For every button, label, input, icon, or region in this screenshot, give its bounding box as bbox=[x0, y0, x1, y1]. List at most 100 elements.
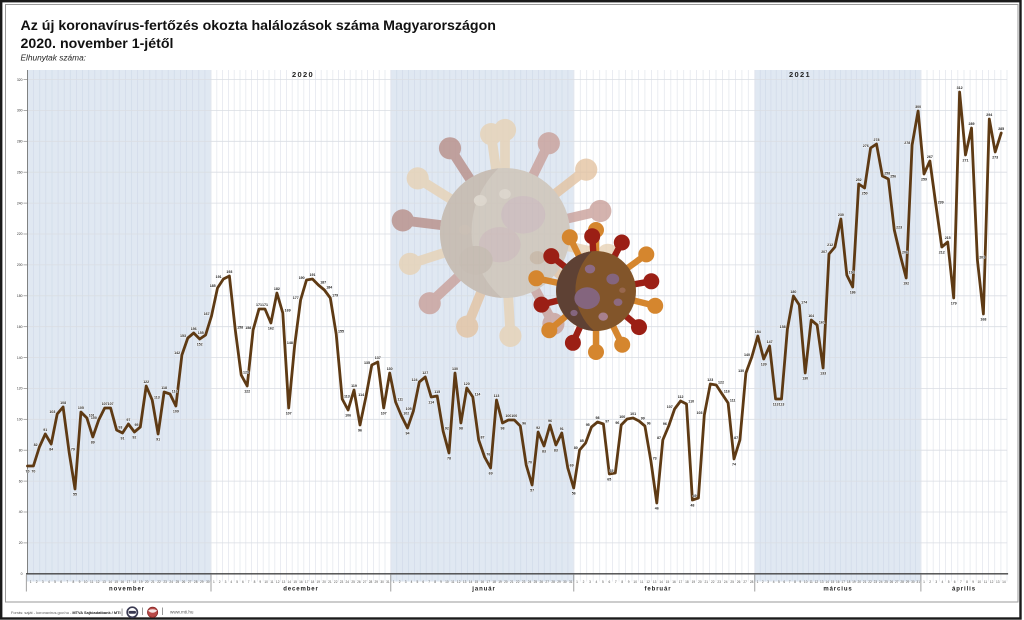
svg-text:5: 5 bbox=[602, 580, 604, 584]
svg-text:10: 10 bbox=[633, 580, 637, 584]
svg-text:120: 120 bbox=[464, 382, 470, 386]
svg-text:87: 87 bbox=[481, 436, 485, 440]
svg-text:11: 11 bbox=[984, 580, 988, 584]
svg-text:123: 123 bbox=[707, 378, 713, 382]
svg-text:5: 5 bbox=[54, 580, 56, 584]
svg-text:91: 91 bbox=[43, 428, 47, 432]
svg-text:12: 12 bbox=[457, 580, 461, 584]
svg-text:13: 13 bbox=[463, 580, 467, 584]
svg-text:3: 3 bbox=[42, 580, 44, 584]
svg-text:16: 16 bbox=[481, 580, 485, 584]
svg-text:207: 207 bbox=[821, 250, 827, 254]
svg-text:22: 22 bbox=[868, 580, 872, 584]
svg-text:30: 30 bbox=[563, 580, 567, 584]
svg-text:14: 14 bbox=[469, 580, 473, 584]
svg-text:320: 320 bbox=[17, 78, 23, 82]
svg-text:9: 9 bbox=[440, 580, 442, 584]
svg-text:12: 12 bbox=[646, 580, 650, 584]
svg-text:203: 203 bbox=[979, 256, 985, 260]
svg-text:25: 25 bbox=[884, 580, 888, 584]
svg-text:168: 168 bbox=[980, 318, 986, 322]
svg-text:25: 25 bbox=[176, 580, 180, 584]
svg-text:21: 21 bbox=[863, 580, 867, 584]
svg-text:312: 312 bbox=[957, 86, 963, 90]
svg-text:26: 26 bbox=[737, 580, 741, 584]
svg-text:Az új koronavírus-fertőzés oko: Az új koronavírus-fertőzés okozta halálo… bbox=[21, 18, 496, 34]
svg-text:16: 16 bbox=[299, 580, 303, 584]
svg-text:220: 220 bbox=[17, 232, 23, 236]
svg-text:28: 28 bbox=[900, 580, 904, 584]
svg-text:74: 74 bbox=[732, 463, 736, 467]
svg-text:93: 93 bbox=[118, 426, 122, 430]
svg-text:110: 110 bbox=[688, 400, 694, 404]
svg-text:6: 6 bbox=[60, 580, 62, 584]
svg-text:26: 26 bbox=[540, 580, 544, 584]
svg-text:96: 96 bbox=[522, 422, 526, 426]
svg-text:21: 21 bbox=[328, 580, 332, 584]
svg-text:69: 69 bbox=[570, 464, 574, 468]
svg-text:24: 24 bbox=[346, 580, 350, 584]
svg-text:4: 4 bbox=[230, 580, 232, 584]
svg-text:289: 289 bbox=[969, 122, 975, 126]
svg-text:23: 23 bbox=[874, 580, 878, 584]
svg-text:13: 13 bbox=[653, 580, 657, 584]
svg-text:230: 230 bbox=[838, 213, 844, 217]
svg-text:24: 24 bbox=[528, 580, 532, 584]
svg-text:10: 10 bbox=[978, 580, 982, 584]
svg-text:6: 6 bbox=[783, 580, 785, 584]
svg-text:február: február bbox=[645, 587, 672, 593]
svg-text:180: 180 bbox=[17, 294, 23, 298]
svg-text:239: 239 bbox=[938, 201, 944, 205]
svg-text:21: 21 bbox=[151, 580, 155, 584]
svg-text:25: 25 bbox=[730, 580, 734, 584]
svg-text:147: 147 bbox=[767, 340, 773, 344]
svg-text:70: 70 bbox=[528, 461, 532, 465]
svg-text:278: 278 bbox=[904, 141, 910, 145]
svg-text:27: 27 bbox=[743, 580, 747, 584]
svg-text:129: 129 bbox=[243, 371, 249, 375]
svg-text:95: 95 bbox=[135, 423, 139, 427]
svg-text:26: 26 bbox=[357, 580, 361, 584]
svg-text:122: 122 bbox=[718, 381, 724, 385]
svg-text:29: 29 bbox=[200, 580, 204, 584]
svg-text:102: 102 bbox=[403, 412, 409, 416]
svg-text:109: 109 bbox=[173, 410, 179, 414]
svg-text:164: 164 bbox=[808, 314, 814, 318]
svg-text:1: 1 bbox=[923, 580, 925, 584]
svg-text:100: 100 bbox=[511, 414, 517, 418]
svg-text:285: 285 bbox=[998, 127, 1004, 131]
svg-text:107: 107 bbox=[108, 402, 114, 406]
svg-text:111: 111 bbox=[397, 398, 403, 402]
svg-text:97: 97 bbox=[605, 420, 609, 424]
svg-text:23: 23 bbox=[522, 580, 526, 584]
svg-text:96: 96 bbox=[663, 422, 667, 426]
svg-text:139: 139 bbox=[761, 363, 767, 367]
svg-text:179: 179 bbox=[951, 302, 957, 306]
svg-text:98: 98 bbox=[459, 427, 463, 431]
svg-text:113: 113 bbox=[773, 403, 779, 407]
svg-text:171: 171 bbox=[262, 303, 268, 307]
svg-text:300: 300 bbox=[17, 109, 23, 113]
svg-text:103: 103 bbox=[697, 411, 703, 415]
svg-text:111: 111 bbox=[730, 399, 736, 403]
svg-text:153: 153 bbox=[180, 334, 186, 338]
svg-text:192: 192 bbox=[903, 282, 909, 286]
svg-text:5: 5 bbox=[778, 580, 780, 584]
svg-text:158: 158 bbox=[237, 326, 243, 330]
svg-text:271: 271 bbox=[963, 159, 969, 163]
svg-text:3: 3 bbox=[767, 580, 769, 584]
svg-text:13: 13 bbox=[820, 580, 824, 584]
svg-text:2: 2 bbox=[36, 580, 38, 584]
svg-text:92: 92 bbox=[132, 436, 136, 440]
svg-text:98: 98 bbox=[596, 416, 600, 420]
svg-text:10: 10 bbox=[445, 580, 449, 584]
svg-text:4: 4 bbox=[942, 580, 944, 584]
svg-text:185: 185 bbox=[210, 284, 216, 288]
svg-text:|: | bbox=[142, 607, 144, 616]
svg-text:100: 100 bbox=[505, 414, 511, 418]
svg-text:27: 27 bbox=[188, 580, 192, 584]
svg-text:154: 154 bbox=[755, 330, 761, 334]
svg-text:113: 113 bbox=[494, 394, 500, 398]
svg-text:11: 11 bbox=[809, 580, 813, 584]
svg-text:250: 250 bbox=[862, 192, 868, 196]
